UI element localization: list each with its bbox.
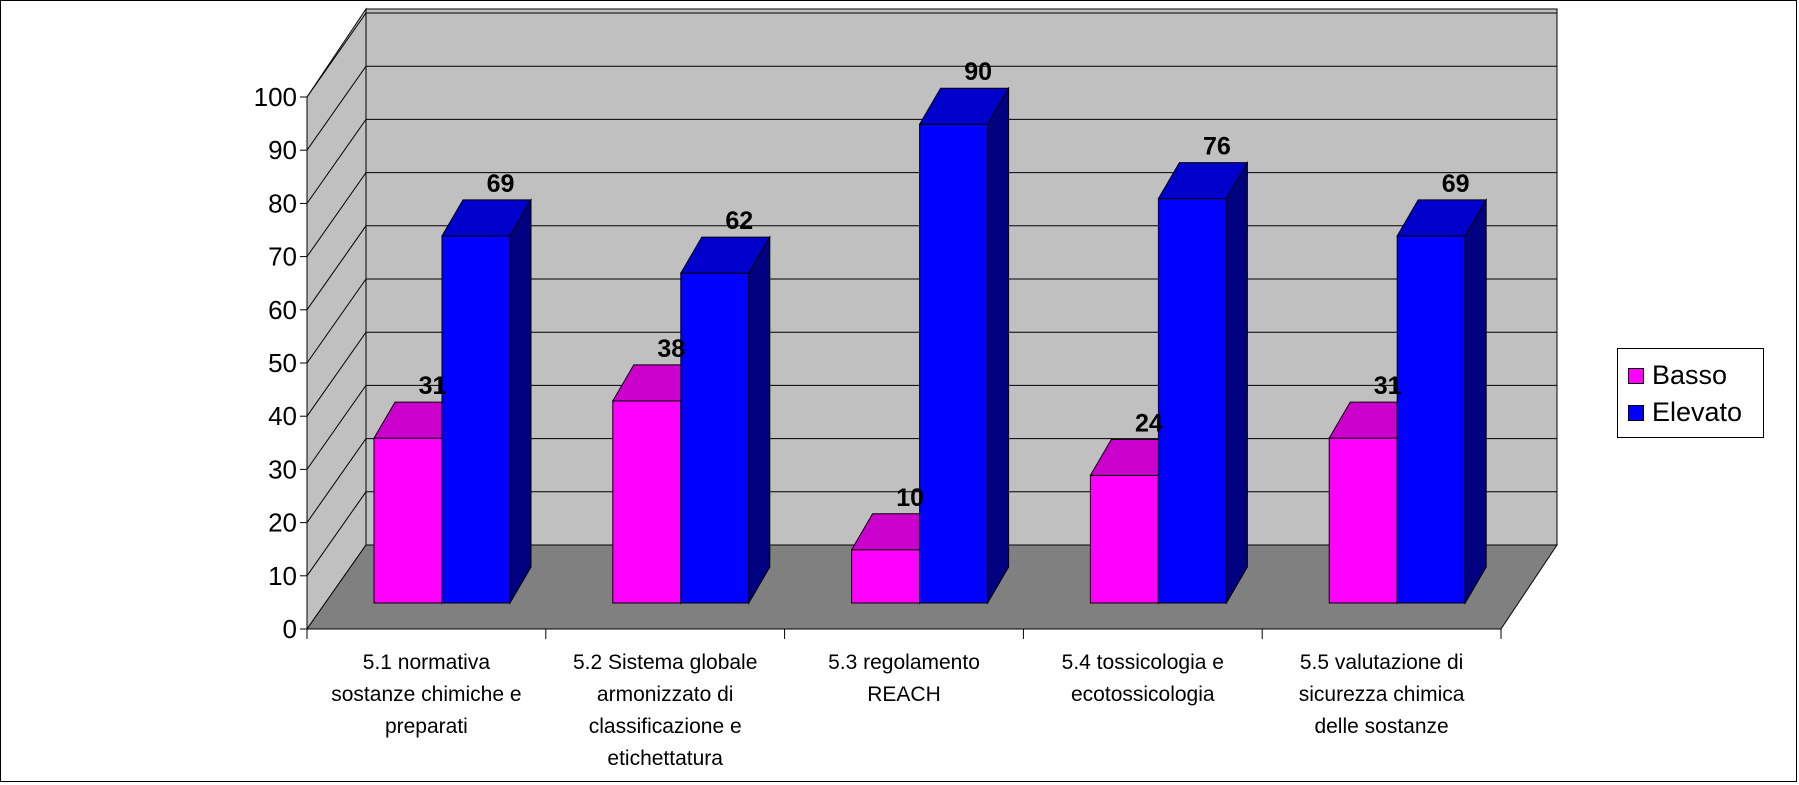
x-category-label-line: 5.3 regolamento — [828, 651, 980, 674]
bar-elevato-side — [1464, 198, 1487, 605]
x-category-label-line: etichettatura — [607, 747, 723, 770]
bar-elevato-top — [1396, 199, 1488, 237]
x-category-label-line: 5.1 normativa — [362, 651, 490, 674]
y-tick-label: 80 — [268, 188, 297, 218]
y-tick-label: 50 — [268, 348, 297, 378]
bar-basso-front — [1328, 437, 1398, 604]
x-category-label-line: sicurezza chimica — [1298, 683, 1465, 706]
legend: Basso Elevato — [1617, 348, 1764, 438]
y-tick-label: 100 — [254, 82, 297, 112]
x-category-label-line: ecotossicologia — [1071, 683, 1215, 706]
bar-elevato-front — [680, 272, 750, 604]
data-label-basso: 24 — [1135, 409, 1163, 437]
data-label-basso: 31 — [419, 372, 447, 400]
gridline — [306, 172, 1557, 257]
bar-elevato-side — [748, 235, 771, 605]
data-label-basso: 10 — [896, 484, 924, 512]
y-tick-label: 70 — [268, 242, 297, 272]
x-category-label: 5.5 valutazione di sicurezza chimica delle… — [1270, 647, 1494, 743]
bar-elevato-side — [509, 198, 532, 605]
x-category-label-line: sostanze chimiche e — [331, 683, 522, 706]
bar-elevato-top — [679, 236, 771, 274]
bar-elevato-top — [441, 199, 532, 237]
data-label-elevato: 62 — [725, 207, 753, 235]
bar-basso-front — [851, 549, 921, 604]
gridline — [306, 65, 1557, 151]
x-category-label-line: classificazione e — [588, 715, 742, 738]
bar-elevato-top — [1157, 162, 1249, 200]
x-category-label-line: preparati — [384, 715, 468, 738]
x-category-label-line: 5.4 tossicologia e — [1061, 651, 1224, 674]
x-category-label: 5.3 regolamento REACH — [792, 647, 1016, 711]
x-category-label: 5.4 tossicologia e ecotossicologia — [1031, 647, 1255, 711]
data-label-basso: 38 — [657, 335, 685, 363]
bar-elevato-front — [919, 123, 989, 604]
y-tick-label: 40 — [268, 401, 297, 431]
data-label-elevato: 69 — [1442, 170, 1470, 198]
legend-swatch-basso — [1628, 367, 1644, 384]
gridline — [306, 118, 1557, 204]
data-label-elevato: 76 — [1203, 133, 1231, 161]
y-tick-label: 60 — [268, 295, 297, 325]
gridline — [306, 12, 1557, 98]
x-category-label-line: REACH — [867, 683, 941, 706]
y-tick-label: 90 — [268, 135, 297, 165]
bar-elevato-front — [1396, 235, 1466, 604]
x-category-label-line: armonizzato di — [596, 683, 734, 706]
bar-elevato-front — [1157, 198, 1227, 604]
side-wall — [306, 7, 367, 631]
y-tick-label: 10 — [268, 561, 297, 591]
bar-elevato-side — [1225, 160, 1248, 605]
y-tick-label: 30 — [268, 454, 297, 484]
data-label-basso: 31 — [1374, 372, 1402, 400]
legend-label-basso: Basso — [1652, 360, 1728, 390]
bar-basso-front — [1089, 474, 1159, 604]
bar-basso-front — [373, 437, 443, 604]
x-category-label: 5.2 Sistema globale armonizzato di classif… — [553, 647, 777, 775]
x-category-label-line: delle sostanze — [1314, 715, 1449, 738]
x-category-label: 5.1 normativa sostanze chimiche e preparat… — [314, 647, 538, 743]
legend-item-elevato: Elevato — [1628, 394, 1763, 431]
y-tick-label: 0 — [283, 614, 297, 644]
bar-elevato-front — [441, 235, 511, 604]
x-category-label-line: 5.2 Sistema globale — [572, 651, 758, 674]
y-tick-label: 20 — [268, 508, 297, 538]
bar-basso-front — [612, 400, 682, 604]
data-label-elevato: 90 — [964, 58, 992, 86]
legend-item-basso: Basso — [1628, 357, 1763, 394]
bar-elevato-top — [918, 87, 1010, 125]
legend-swatch-elevato — [1628, 404, 1644, 421]
legend-label-elevato: Elevato — [1652, 397, 1743, 427]
bar-elevato-side — [987, 86, 1010, 605]
data-label-elevato: 69 — [487, 170, 515, 198]
x-category-label-line: 5.5 valutazione di — [1299, 651, 1464, 674]
